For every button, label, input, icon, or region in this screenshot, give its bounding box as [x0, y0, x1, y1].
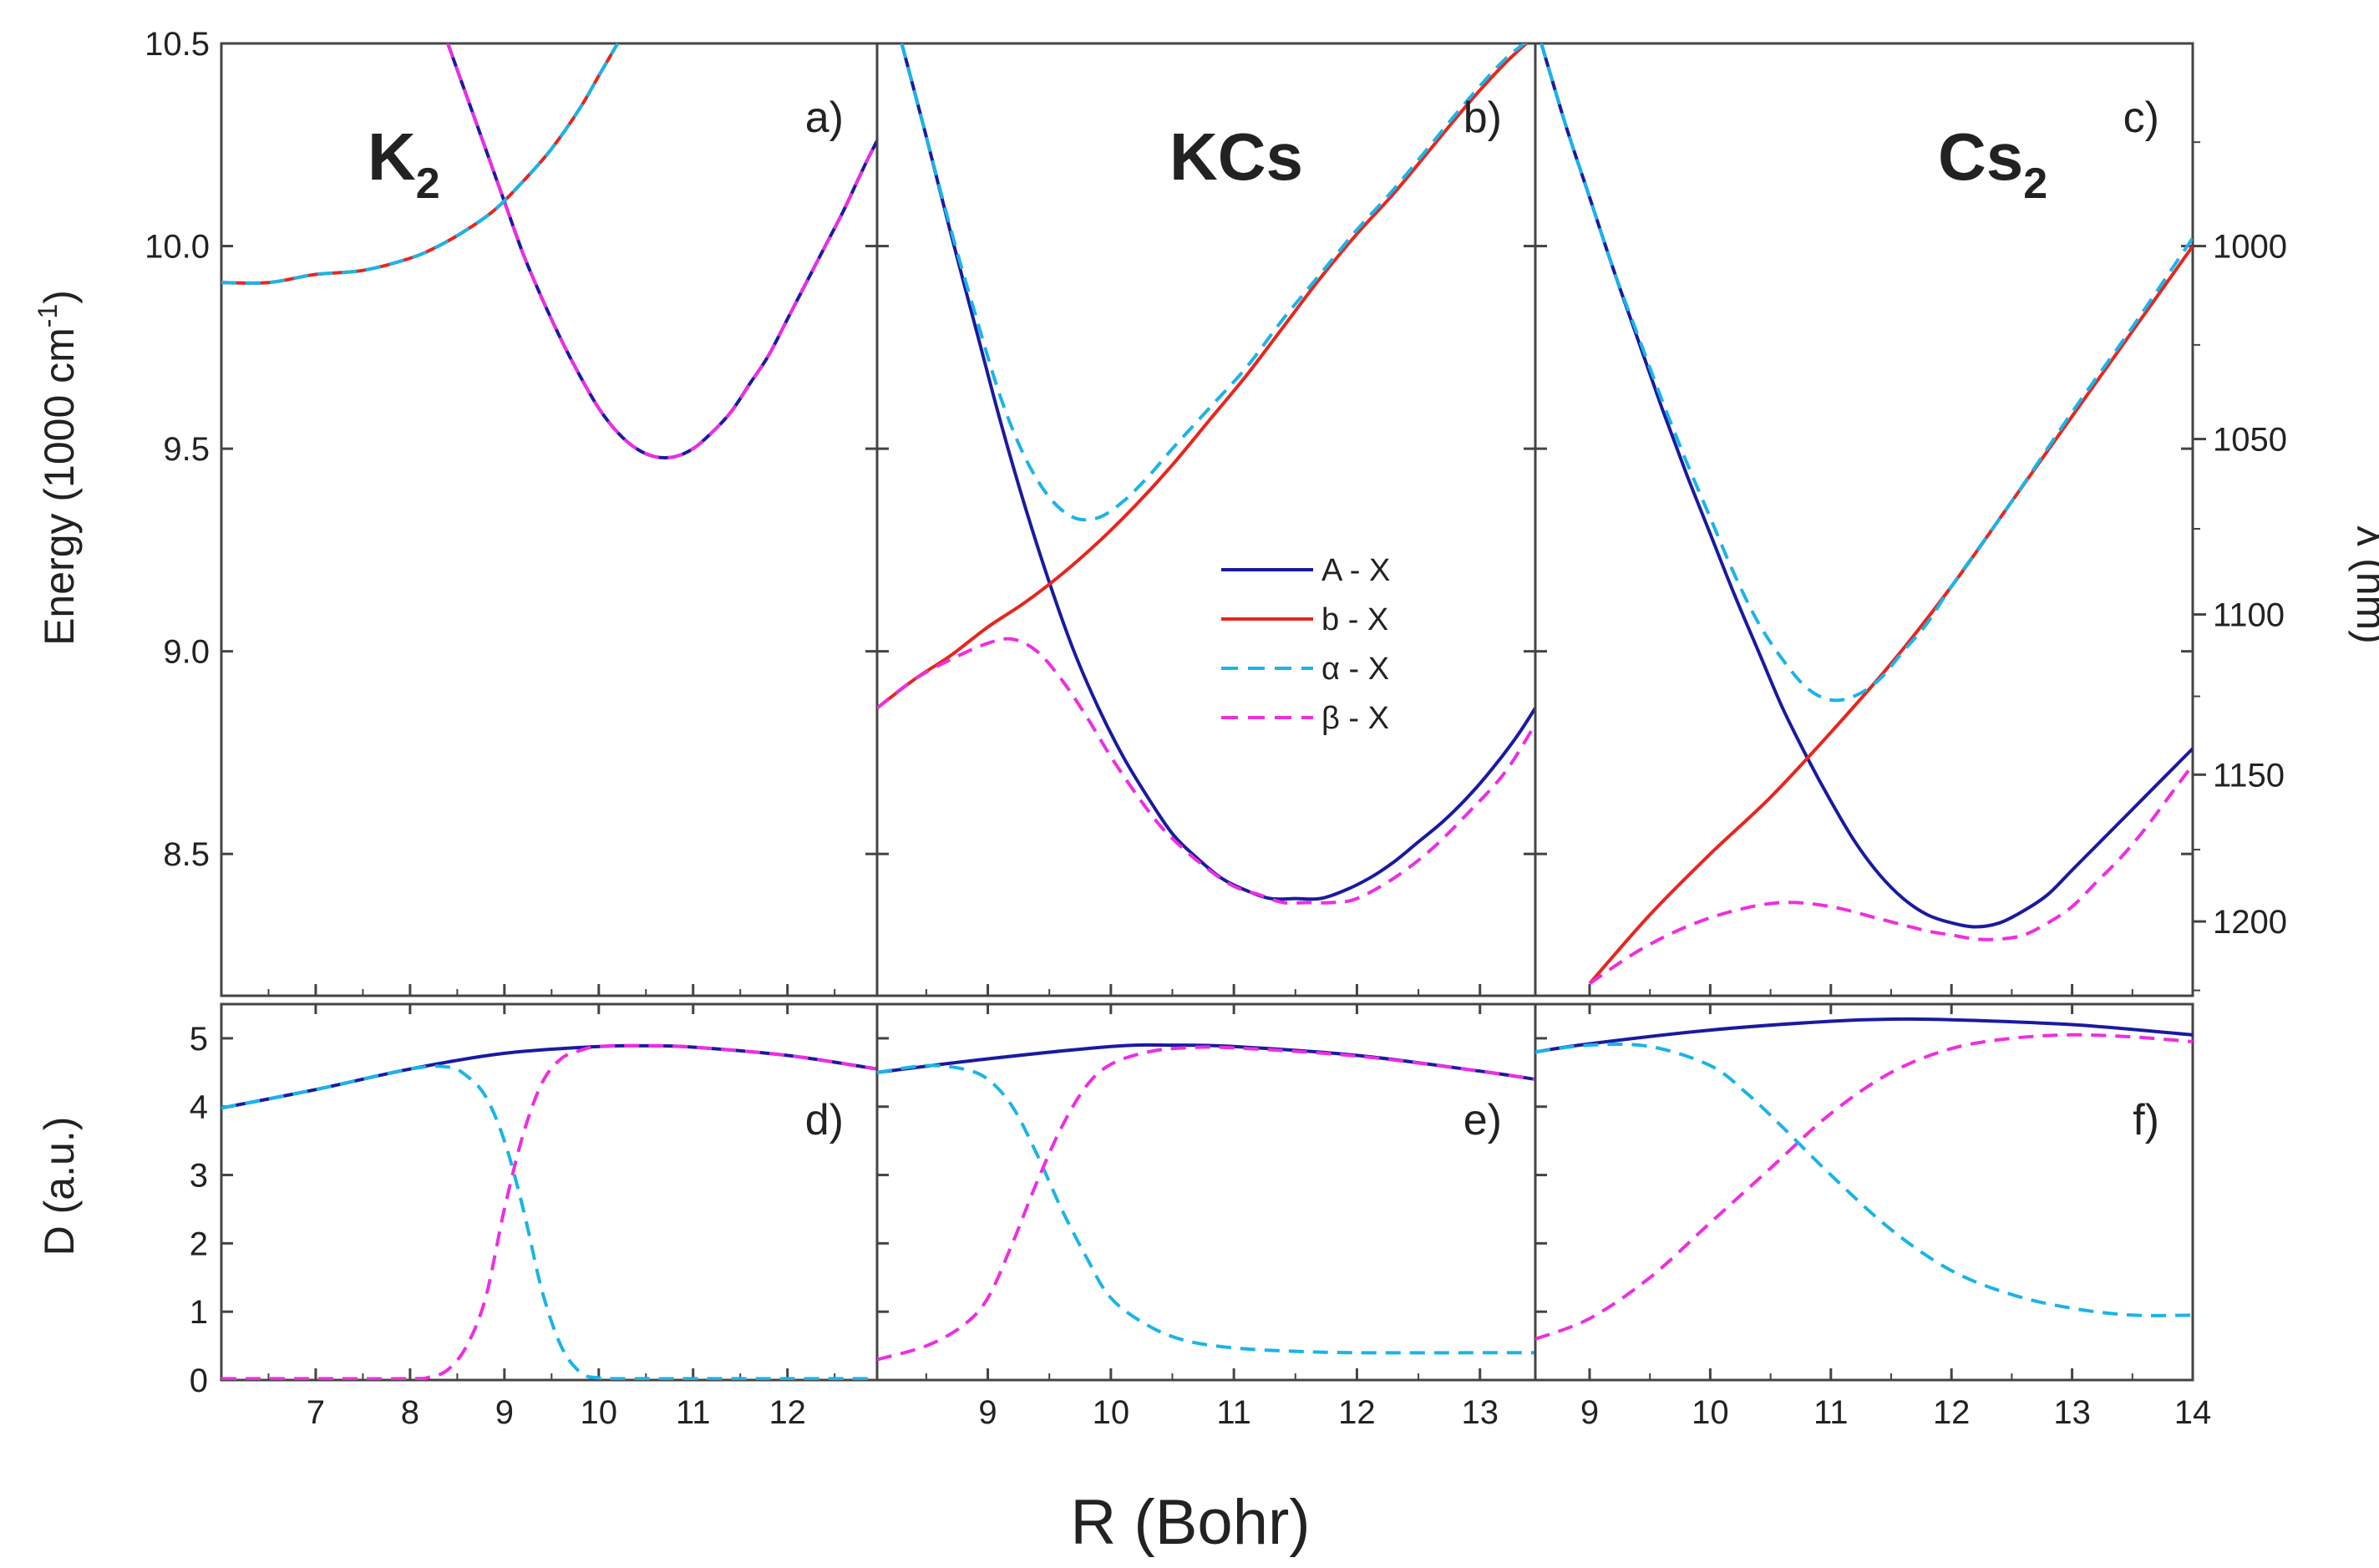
- dipole-panel-letter-3: f): [2133, 1096, 2159, 1144]
- x-tick-label: 14: [2174, 1394, 2212, 1431]
- energy-panel-letter-2: b): [1463, 94, 1502, 142]
- dipole-curve-alpha-x-panel-1: [221, 1064, 877, 1380]
- energy-curve-b-x-panel-3: [1588, 245, 2193, 985]
- x-tick-label: 13: [2053, 1394, 2091, 1431]
- dipole-y-tick-label: 0: [190, 1362, 208, 1399]
- energy-curve-alpha-x-panel-2: [900, 43, 1528, 522]
- x-tick-label: 9: [978, 1394, 997, 1431]
- energy-curve-alpha-x-panel-1: [221, 43, 620, 285]
- dipole-y-tick-label: 4: [190, 1089, 208, 1126]
- energy-curve-b-x-panel-2: [877, 43, 1529, 710]
- x-tick-label: 10: [1692, 1394, 1729, 1431]
- x-tick-label: 13: [1461, 1394, 1499, 1431]
- energy-y-tick-label: 10.0: [145, 229, 210, 266]
- dipole-curve-beta-x-panel-3: [1535, 1033, 2193, 1341]
- molecule-label-3: Cs2: [1938, 119, 2047, 208]
- dipole-y-tick-label: 1: [190, 1294, 208, 1331]
- molecule-label-1: K2: [368, 119, 440, 208]
- x-tick-label: 12: [1933, 1394, 1971, 1431]
- dipole-panel-letter-2: e): [1463, 1096, 1502, 1144]
- energy-panel-3-frame: [1534, 42, 2194, 997]
- molecule-label-2: KCs: [1169, 119, 1303, 194]
- energy-y-tick-label: 10.5: [145, 26, 210, 63]
- legend-label-b-x: b - X: [1321, 602, 1388, 637]
- dipole-curve-beta-x-panel-1: [221, 1043, 877, 1380]
- x-tick-label: 12: [1338, 1394, 1376, 1431]
- dipole-panel-3-frame: [1534, 1002, 2194, 1382]
- energy-curve-a-x-panel-2: [900, 43, 1535, 901]
- x-tick-label: 8: [401, 1394, 419, 1431]
- dipole-curve-a-x-panel-2: [877, 1043, 1535, 1081]
- dipole-panel-letter-1: d): [805, 1096, 844, 1144]
- dipole-y-tick-label: 2: [190, 1225, 208, 1262]
- dipole-curve-alpha-x-panel-2: [877, 1063, 1535, 1355]
- x-tick-label: 11: [676, 1394, 711, 1431]
- energy-y-tick-label: 9.5: [163, 431, 210, 468]
- energy-axis-title: Energy (1000 cm-1): [33, 290, 83, 646]
- energy-curve-beta-x-panel-3: [1588, 764, 2193, 986]
- legend-label-a-x: A - X: [1321, 553, 1390, 588]
- dipole-curve-a-x-panel-1: [221, 1043, 877, 1110]
- energy-panel-letter-3: c): [2123, 94, 2159, 142]
- dipole-axis-title: D (a.u.): [36, 1117, 83, 1256]
- legend: A - X b - X α - X β - X: [1221, 553, 1390, 736]
- wavelength-tick-label: 1200: [2213, 904, 2287, 941]
- energy-panel-letter-1: a): [805, 94, 844, 142]
- x-tick-label: 11: [1813, 1394, 1849, 1431]
- x-tick-label: 12: [768, 1394, 806, 1431]
- energy-curve-beta-x-panel-2: [877, 637, 1535, 906]
- dipole-curve-beta-x-panel-2: [877, 1045, 1535, 1362]
- dipole-y-tick-label: 3: [190, 1158, 208, 1195]
- x-tick-label: 9: [1580, 1394, 1599, 1431]
- x-tick-label: 11: [1216, 1394, 1251, 1431]
- x-tick-label: 10: [1093, 1394, 1130, 1431]
- legend-label-beta-x: β - X: [1321, 701, 1389, 736]
- dipole-y-tick-label: 5: [190, 1021, 208, 1058]
- x-axis-title: R (Bohr): [1070, 1487, 1310, 1558]
- wavelength-tick-label: 1000: [2213, 229, 2287, 266]
- energy-curve-alpha-x-panel-3: [1540, 43, 2193, 703]
- x-tick-label: 9: [495, 1394, 514, 1431]
- wavelength-tick-label: 1100: [2213, 597, 2285, 634]
- energy-y-tick-label: 9.0: [163, 634, 210, 671]
- energy-curve-beta-x-panel-1: [446, 43, 877, 459]
- legend-label-alpha-x: α - X: [1321, 652, 1389, 687]
- wavelength-tick-label: 1150: [2213, 757, 2285, 794]
- x-tick-label: 10: [581, 1394, 618, 1431]
- x-tick-label: 7: [307, 1394, 325, 1431]
- dipole-curve-a-x-panel-3: [1535, 1017, 2193, 1054]
- energy-y-tick-label: 8.5: [163, 836, 210, 873]
- wavelength-tick-label: 1050: [2213, 422, 2287, 459]
- dipole-curve-alpha-x-panel-3: [1535, 1042, 2193, 1317]
- energy-curve-a-x-panel-3: [1540, 43, 2193, 929]
- wavelength-axis-title: λ (nm): [2348, 525, 2379, 644]
